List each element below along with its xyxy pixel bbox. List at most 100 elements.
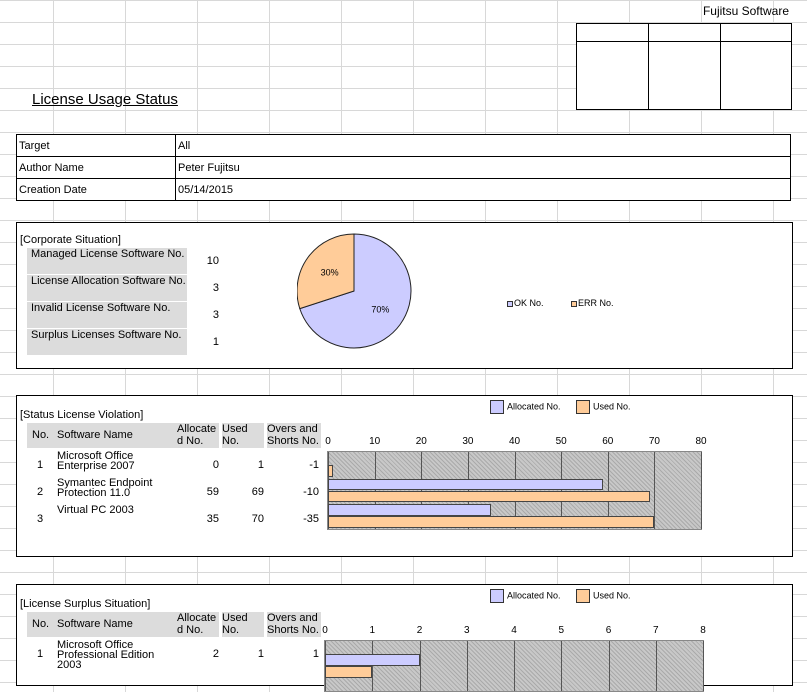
axis-tick-label: 6	[605, 625, 612, 636]
info-row-author: Author Name Peter Fujitsu	[16, 156, 791, 179]
row-no: 1	[37, 648, 44, 660]
axis-tick-label: 0	[322, 625, 328, 636]
grid-line	[514, 641, 515, 691]
row-name: Virtual PC 2003	[57, 504, 134, 516]
grid-line	[466, 641, 468, 691]
col-header-no: No.	[27, 423, 59, 448]
company-name: Fujitsu Software	[702, 4, 789, 18]
approval-stamp-box	[576, 23, 792, 110]
legend-swatch-used	[576, 589, 590, 603]
corp-label: License Allocation Software No.	[27, 275, 187, 301]
row-no: 3	[37, 513, 44, 525]
surplus-legend: Used No.	[576, 589, 631, 603]
legend-swatch-err	[571, 300, 577, 307]
grid-line	[701, 452, 702, 529]
axis-tick-label: 2	[416, 625, 423, 636]
info-value: 05/14/2015	[175, 178, 791, 201]
bar-allocated	[328, 478, 604, 491]
surplus-panel: [License Surplus Situation] Allocated No…	[16, 584, 793, 692]
bar-used	[328, 464, 333, 477]
row-overs: 1	[312, 648, 319, 660]
axis-tick-label: 80	[695, 436, 707, 447]
info-row-date: Creation Date 05/14/2015	[16, 178, 791, 201]
pie-legend: OK No. ERR No.	[479, 273, 639, 333]
violation-legend: Used No.	[576, 400, 631, 414]
grid-line	[608, 641, 610, 691]
grid-line	[561, 641, 563, 691]
row-overs: -1	[309, 459, 319, 471]
legend-label: Used No.	[593, 401, 631, 412]
row-allocated: 0	[212, 459, 219, 471]
legend-label: Allocated No.	[507, 590, 561, 601]
row-overs: -10	[303, 486, 319, 498]
row-name: Microsoft Office Enterprise 2007	[57, 450, 135, 472]
row-allocated: 59	[206, 486, 219, 498]
row-used: 69	[251, 486, 264, 498]
col-header-name: Software Name	[54, 423, 177, 448]
bar-allocated	[325, 654, 420, 666]
corp-value: 3	[212, 309, 219, 321]
col-header-overs: Overs and Shorts No.	[267, 423, 321, 448]
info-row-target: Target All	[16, 134, 791, 157]
axis-tick-label: 40	[508, 436, 521, 447]
axis-tick-label: 1	[369, 625, 376, 636]
pie-slice-ok	[299, 233, 412, 349]
row-overs: -35	[303, 513, 319, 525]
pie-label-ok: 70%	[371, 304, 389, 314]
axis-tick-label: 4	[511, 625, 517, 636]
legend-label: Allocated No.	[507, 401, 561, 412]
grid-line	[703, 641, 704, 691]
col-header-name: Software Name	[54, 612, 177, 637]
report-info-table: Target All Author Name Peter Fujitsu Cre…	[16, 134, 791, 201]
axis-tick-label: 10	[369, 436, 381, 447]
axis-tick-label: 20	[415, 436, 427, 447]
axis-tick-label: 60	[602, 436, 614, 447]
corp-label: Managed License Software No.	[27, 248, 187, 274]
pie-label-err: 30%	[321, 268, 339, 278]
row-used: 1	[257, 648, 264, 660]
info-key: Target	[16, 134, 176, 157]
bar-used	[325, 666, 373, 678]
info-value: Peter Fujitsu	[175, 156, 791, 179]
axis-tick-label: 8	[700, 625, 706, 636]
section-title: [Corporate Situation]	[20, 234, 121, 246]
bar-allocated	[328, 504, 492, 517]
grid-line	[654, 452, 656, 529]
violation-bar-chart	[327, 451, 702, 530]
col-header-overs: Overs and Shorts No.	[267, 612, 321, 637]
legend-swatch-ok	[507, 300, 513, 307]
row-name: Microsoft Office Professional Edition 20…	[57, 639, 155, 671]
corp-value: 1	[212, 336, 219, 348]
legend-swatch-used	[576, 400, 590, 414]
info-key: Author Name	[16, 156, 176, 179]
bar-used	[328, 490, 650, 503]
row-no: 2	[37, 486, 44, 498]
grid-line	[372, 641, 374, 691]
bar-used	[328, 516, 655, 528]
col-header-used: Used No.	[222, 612, 264, 637]
violation-legend: Allocated No.	[490, 400, 561, 414]
legend-label: Used No.	[593, 590, 631, 601]
section-title: [License Surplus Situation]	[20, 598, 151, 610]
corp-value: 3	[212, 282, 219, 294]
section-title: [Status License Violation]	[20, 409, 144, 421]
grid-line	[655, 641, 657, 691]
corp-label: Surplus Licenses Software No.	[27, 329, 187, 355]
legend-label: ERR No.	[578, 298, 614, 308]
row-name: Symantec Endpoint Protection 11.0	[57, 477, 153, 499]
col-header-used: Used No.	[222, 423, 264, 448]
col-header-allocated: Allocate d No.	[177, 612, 219, 637]
surplus-legend: Allocated No.	[490, 589, 561, 603]
row-used: 70	[251, 513, 264, 525]
pie-chart: 70% 30%	[297, 233, 412, 349]
axis-tick-label: 7	[652, 625, 659, 636]
legend-label: OK No.	[514, 298, 544, 308]
pie-slice-err	[297, 233, 355, 310]
col-header-allocated: Allocate d No.	[177, 423, 219, 448]
row-allocated: 35	[206, 513, 219, 525]
axis-tick-label: 30	[462, 436, 474, 447]
surplus-bar-chart	[324, 640, 704, 692]
axis-tick-label: 5	[558, 625, 565, 636]
corp-value: 10	[206, 255, 219, 267]
corp-label: Invalid License Software No.	[27, 302, 187, 328]
